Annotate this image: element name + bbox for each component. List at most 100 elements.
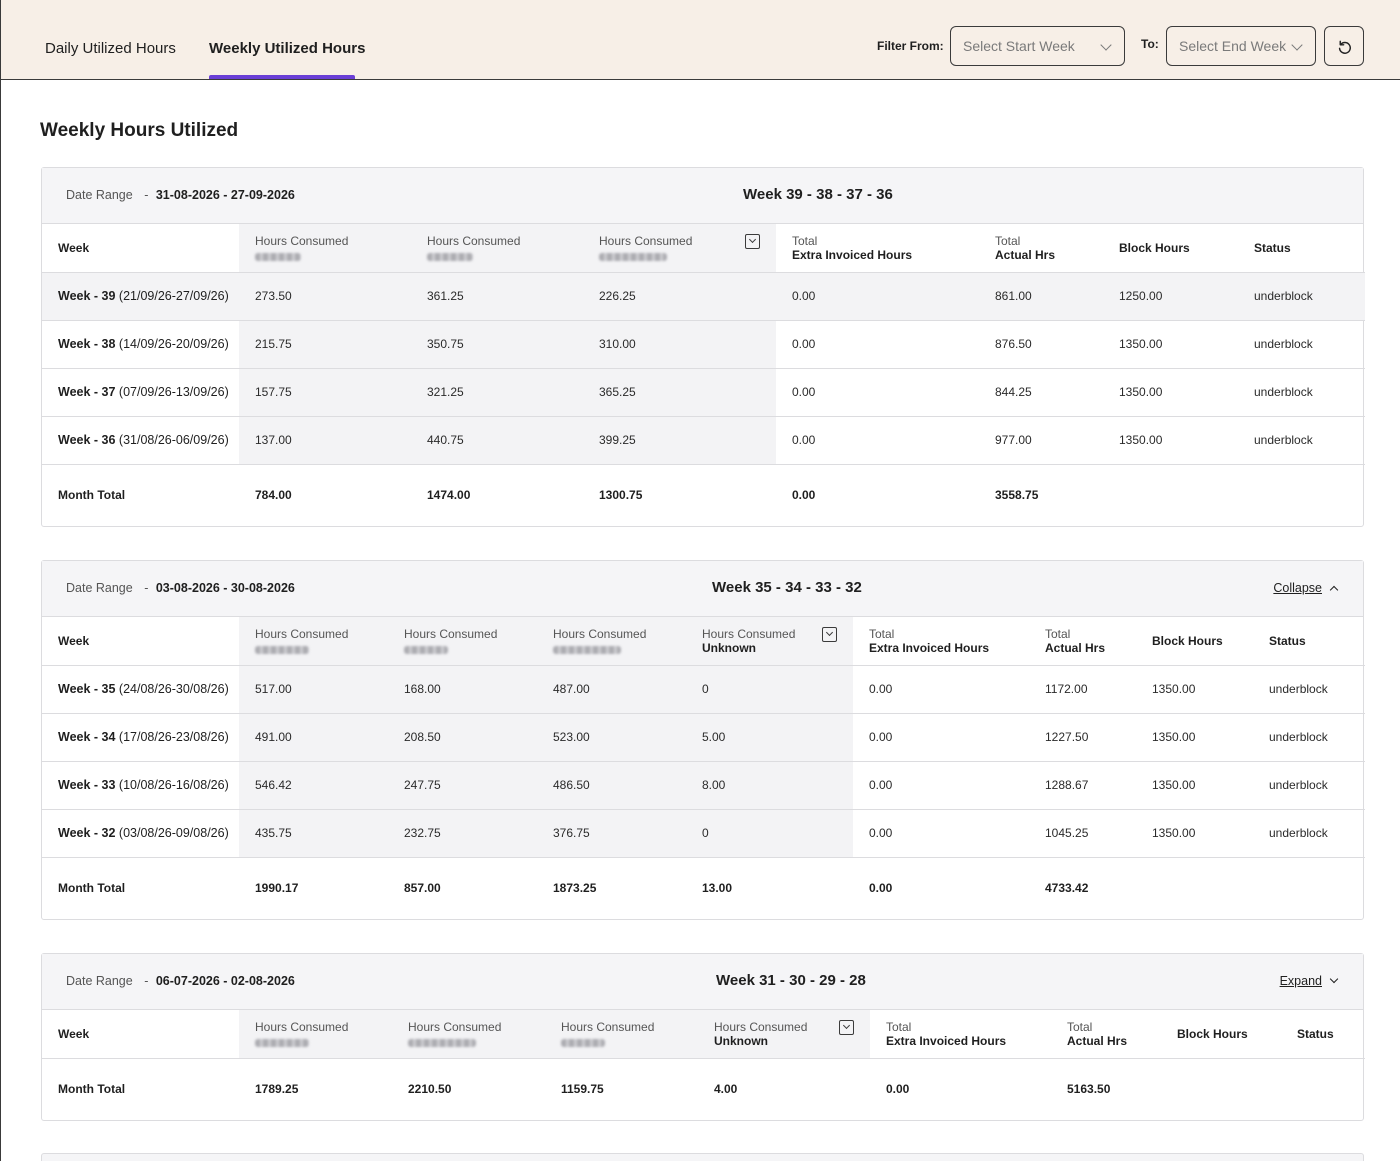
total-cell: 1474.00 (427, 488, 471, 503)
collapse-button[interactable]: Collapse (1273, 581, 1339, 595)
hours-cell: 157.75 (239, 368, 411, 417)
col-header-label: Hours Consumed (408, 1020, 502, 1035)
column-toggle-icon[interactable] (839, 1019, 854, 1035)
actual-cell: 1288.67 (1029, 761, 1136, 810)
table-row[interactable]: Week - 37 (07/09/26-13/09/26) 157.75 321… (42, 368, 1365, 417)
week-number: Week - 36 (58, 433, 116, 447)
start-week-select[interactable]: Select Start Week (950, 26, 1125, 66)
month-total-label: Month Total (58, 488, 126, 503)
end-week-select[interactable]: Select End Week (1166, 26, 1316, 66)
table-header-row: Week Hours Consumed Hours Consumed Hours… (42, 224, 1365, 273)
col-header-label: Status (1269, 633, 1306, 648)
block-cell: 1350.00 (1136, 809, 1253, 858)
hours-cell: 399.25 (583, 416, 776, 465)
block-header: Date Range - 03-08-2026 - 30-08-2026 Wee… (42, 561, 1363, 617)
column-toggle-icon[interactable] (822, 626, 837, 642)
end-week-placeholder: Select End Week (1179, 38, 1287, 54)
col-header-label: Total (792, 233, 818, 248)
table-header-row: Week Hours Consumed Hours Consumed Hours… (42, 617, 1365, 666)
total-cell: 1789.25 (255, 1082, 299, 1097)
status-cell: underblock (1238, 320, 1365, 369)
week-group-title: Week 39 - 38 - 37 - 36 (743, 186, 893, 203)
col-header-actual-hrs: Total Actual Hrs (1029, 617, 1136, 666)
total-cell: 0.00 (886, 1082, 910, 1097)
hours-cell: 0 (686, 665, 853, 714)
total-cell: 1300.75 (599, 488, 643, 503)
table-row[interactable]: Week - 36 (31/08/26-06/09/26) 137.00 440… (42, 416, 1365, 465)
extra-cell: 0.00 (776, 368, 979, 417)
col-header-hours-consumed: Hours Consumed (239, 1010, 392, 1059)
col-header-label: Status (1297, 1026, 1334, 1041)
actual-cell: 844.25 (979, 368, 1103, 417)
redacted-name (255, 253, 301, 262)
table-row[interactable]: Week - 34 (17/08/26-23/08/26) 491.00 208… (42, 713, 1365, 762)
total-cell: 1873.25 (553, 881, 597, 896)
col-header-block-hours: Block Hours (1103, 224, 1238, 273)
status-cell: underblock (1253, 761, 1365, 810)
table-row[interactable]: Week - 38 (14/09/26-20/09/26) 215.75 350… (42, 320, 1365, 369)
col-header-label: Hours Consumed (255, 1020, 349, 1035)
column-toggle-icon[interactable] (745, 234, 760, 250)
week-block: Date Range - 31-08-2026 - 27-09-2026 Wee… (41, 167, 1365, 527)
hours-cell: 137.00 (239, 416, 411, 465)
status-cell: underblock (1238, 416, 1365, 465)
filter-to-label: To: (1141, 37, 1159, 51)
week-dates: (03/08/26-09/08/26) (115, 826, 229, 840)
expand-button[interactable]: Expand (1280, 974, 1339, 988)
reset-filter-button[interactable] (1324, 26, 1364, 66)
table-row[interactable]: Week - 39 (21/09/26-27/09/26) 273.50 361… (42, 272, 1365, 321)
extra-cell: 0.00 (853, 713, 1029, 762)
total-cell: 3558.75 (995, 488, 1039, 503)
week-number: Week - 34 (58, 730, 116, 744)
total-cell: 1990.17 (255, 881, 299, 896)
date-range-label: Date Range (66, 188, 133, 202)
total-cell: 4.00 (714, 1082, 738, 1097)
collapse-label: Collapse (1273, 581, 1322, 595)
month-total-label: Month Total (58, 1082, 126, 1097)
block-cell: 1350.00 (1103, 368, 1238, 417)
reset-icon (1338, 40, 1351, 54)
status-cell: underblock (1253, 713, 1365, 762)
week-dates: (14/09/26-20/09/26) (115, 337, 229, 351)
page-title: Weekly Hours Utilized (40, 120, 239, 141)
hours-cell: 435.75 (239, 809, 388, 858)
hours-cell: 321.25 (411, 368, 583, 417)
col-header-hours-consumed-unknown: Hours Consumed Unknown (698, 1010, 870, 1059)
tab-daily-utilized-hours[interactable]: Daily Utilized Hours (45, 40, 176, 57)
week-number: Week - 32 (58, 826, 116, 840)
week-block: Date Range - 06-07-2026 - 02-08-2026 Wee… (41, 953, 1365, 1121)
redacted-name (255, 1039, 309, 1048)
col-header-actual-hrs: Total Actual Hrs (979, 224, 1103, 273)
empty-cell (1161, 1058, 1281, 1120)
col-header-block-hours: Block Hours (1161, 1010, 1281, 1059)
week-block: Date Range - 03-08-2026 - 30-08-2026 Wee… (41, 560, 1365, 920)
block-cell: 1350.00 (1136, 713, 1253, 762)
hours-cell: 168.00 (388, 665, 537, 714)
filter-from-label: Filter From: (877, 39, 944, 53)
week-number: Week - 33 (58, 778, 116, 792)
tab-weekly-utilized-hours[interactable]: Weekly Utilized Hours (209, 40, 366, 57)
table-row[interactable]: Week - 33 (10/08/26-16/08/26) 546.42 247… (42, 761, 1365, 810)
col-header-label: Hours Consumed (599, 234, 693, 249)
week-dates: (10/08/26-16/08/26) (115, 778, 229, 792)
week-group-title: Week 31 - 30 - 29 - 28 (716, 972, 866, 989)
week-cell: Week - 35 (24/08/26-30/08/26) (42, 665, 239, 714)
hours-cell: 273.50 (239, 272, 411, 321)
hours-cell: 491.00 (239, 713, 388, 762)
col-header-label: Status (1254, 240, 1291, 255)
col-header-hours-consumed: Hours Consumed (392, 1010, 545, 1059)
week-cell: Week - 39 (21/09/26-27/09/26) (42, 272, 239, 321)
chevron-down-icon (1291, 39, 1303, 51)
date-range-separator: - (144, 974, 149, 988)
table-row[interactable]: Week - 35 (24/08/26-30/08/26) 517.00 168… (42, 665, 1365, 714)
week-cell: Week - 37 (07/09/26-13/09/26) (42, 368, 239, 417)
start-week-placeholder: Select Start Week (963, 38, 1075, 54)
hours-cell: 215.75 (239, 320, 411, 369)
table-row[interactable]: Week - 32 (03/08/26-09/08/26) 435.75 232… (42, 809, 1365, 858)
col-header-label: Total (886, 1019, 912, 1034)
col-header-label-strong: Actual Hrs (1067, 1033, 1128, 1048)
col-header-label: Block Hours (1177, 1026, 1248, 1041)
week-dates: (17/08/26-23/08/26) (115, 730, 229, 744)
empty-cell (1281, 1058, 1365, 1120)
hours-cell: 546.42 (239, 761, 388, 810)
